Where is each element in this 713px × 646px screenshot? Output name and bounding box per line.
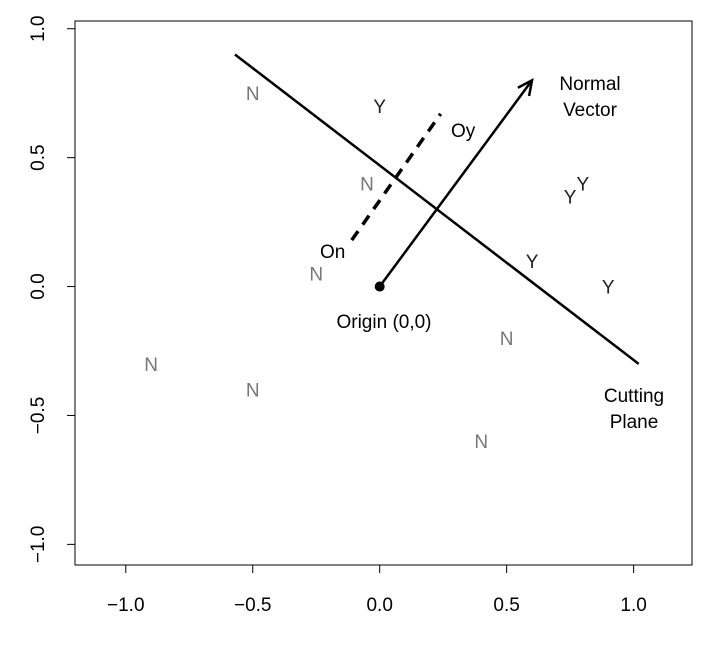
point-n: N <box>246 84 260 105</box>
y-tick-label: −0.5 <box>28 397 49 435</box>
normal-vector-label-line1: Normal <box>559 74 620 95</box>
cutting-plane-label-line1: Cutting <box>604 386 664 407</box>
cutting-plane-label-line2: Plane <box>610 412 659 433</box>
oy-label: Oy <box>451 121 476 142</box>
point-n: N <box>246 381 260 402</box>
point-y: Y <box>602 278 615 299</box>
point-n: N <box>144 355 158 376</box>
annotations: Normal Vector Cutting Plane Origin (0,0) Oy On <box>320 74 664 433</box>
origin-label: Origin (0,0) <box>336 312 431 333</box>
point-n: N <box>309 265 323 286</box>
y-tick-label: 0.5 <box>28 144 49 170</box>
x-tick-label: 1.0 <box>620 595 646 616</box>
point-y: Y <box>373 97 386 118</box>
origin-point <box>374 281 385 292</box>
normal-vector-arrowhead <box>517 77 534 97</box>
x-tick-label: −1.0 <box>107 595 145 616</box>
x-tick-label: 0.0 <box>366 595 392 616</box>
point-n: N <box>360 174 374 195</box>
x-axis: −1.0 −0.5 0.0 0.5 1.0 <box>107 564 647 616</box>
point-y: Y <box>564 187 577 208</box>
point-y: Y <box>576 174 589 195</box>
point-n: N <box>474 432 488 453</box>
x-tick-label: 0.5 <box>493 595 519 616</box>
point-n: N <box>500 329 514 350</box>
normal-vector-line <box>378 79 534 288</box>
projection-dashed-line <box>350 112 443 242</box>
normal-vector-label-line2: Vector <box>563 100 618 121</box>
point-y: Y <box>526 252 539 273</box>
geometry-lines <box>234 53 640 365</box>
y-axis: −1.0 −0.5 0.0 0.5 1.0 <box>28 16 76 564</box>
y-tick-label: 1.0 <box>28 16 49 42</box>
y-tick-label: −1.0 <box>28 526 49 564</box>
on-label: On <box>320 242 345 263</box>
x-tick-label: −0.5 <box>234 595 272 616</box>
y-tick-label: 0.0 <box>28 273 49 299</box>
